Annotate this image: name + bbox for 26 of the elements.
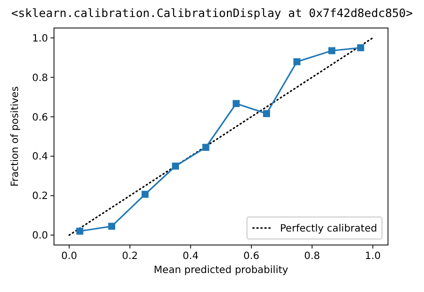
point xyxy=(202,144,210,151)
y-tick-label: 0.8 xyxy=(32,72,48,84)
chart-title: <sklearn.calibration.CalibrationDisplay at 0x7f42d8edc850> xyxy=(11,6,413,20)
x-tick-label: 0.2 xyxy=(122,251,138,262)
x-tick-label: 0.8 xyxy=(304,251,320,262)
y-tick-label: 1.0 xyxy=(32,33,48,44)
y-tick-label: 0.4 xyxy=(32,152,48,163)
y-tick-label: 0.2 xyxy=(32,191,48,202)
x-tick-label: 0.0 xyxy=(61,251,78,262)
y-tick-label: 0.6 xyxy=(32,112,48,124)
point xyxy=(232,100,240,108)
x-axis-title: Mean predicted probability xyxy=(154,265,288,276)
point xyxy=(172,162,179,170)
point xyxy=(293,58,300,66)
x-tick-label: 1.0 xyxy=(364,251,381,262)
point xyxy=(328,47,336,54)
x-tick-label: 0.6 xyxy=(243,251,260,262)
point xyxy=(76,228,84,235)
point xyxy=(357,44,364,52)
point xyxy=(263,110,270,118)
point xyxy=(142,190,149,198)
y-axis-title: Fraction of positives xyxy=(10,86,21,187)
y-tick-label: 0.0 xyxy=(32,230,48,242)
x-tick-label: 0.4 xyxy=(182,251,199,262)
point xyxy=(108,222,116,230)
legend-label: Perfectly calibrated xyxy=(280,224,378,234)
